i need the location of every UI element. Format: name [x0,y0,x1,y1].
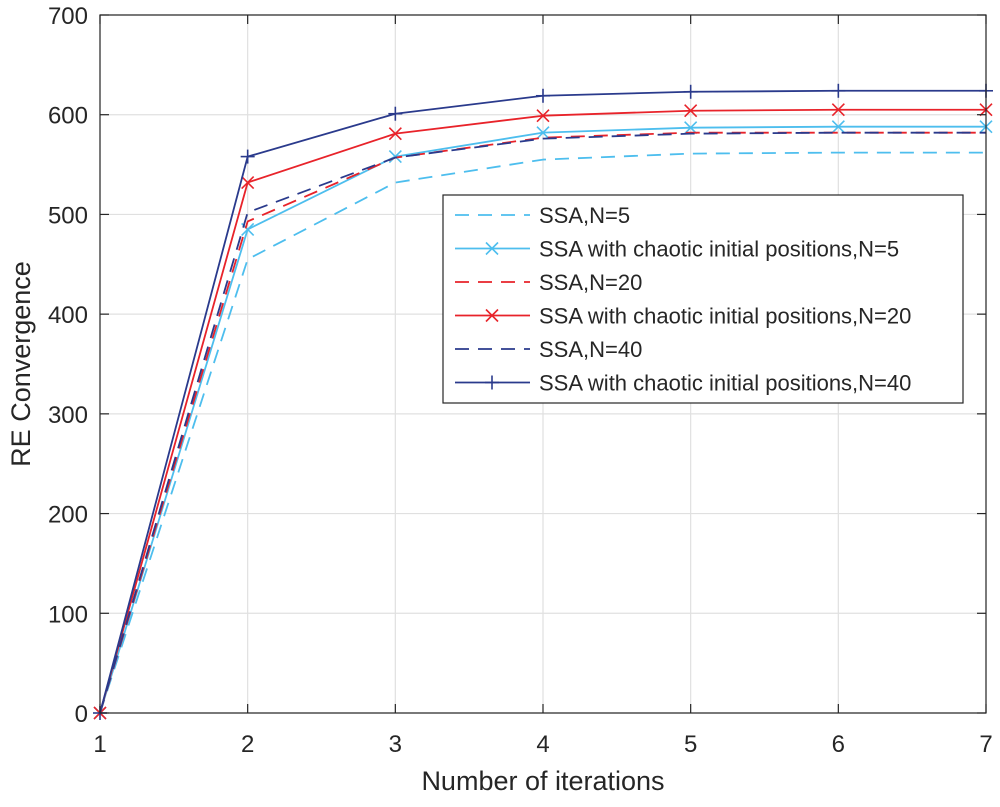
legend-marker [485,308,499,323]
series-6-point [536,88,550,103]
x-axis-title: Number of iterations [421,766,664,796]
y-tick-label: 500 [48,202,88,229]
x-tick-label: 1 [93,731,106,758]
series-4-point [536,109,550,123]
legend-marker [485,375,499,390]
series-line-5 [99,131,986,714]
series-4-point [831,103,845,117]
series-line-3 [99,131,986,714]
x-tick-label: 5 [684,731,697,758]
series-2-point [388,150,402,164]
x-tick-labels: 1 2 3 4 5 6 7 [93,731,992,758]
legend-label: SSA,N=40 [539,337,642,362]
y-tick-label: 200 [48,502,88,529]
x-tick-label: 6 [832,731,845,758]
legend-label: SSA with chaotic initial positions,N=40 [539,371,911,396]
y-tick-label: 400 [48,302,88,329]
legend-item: SSA with chaotic initial positions,N=20 [455,304,911,329]
x-tick-label: 7 [979,731,992,758]
tick-marks [99,14,987,714]
legend-box [442,194,964,404]
legend-item: SSA with chaotic initial positions,N=40 [455,371,911,396]
series-4-point [388,127,402,141]
legend-items: SSA,N=5 SSA with chaotic initial position… [455,203,911,396]
legend-marker [485,241,499,256]
legend-label: SSA with chaotic initial positions,N=20 [539,304,911,329]
series-layer [93,83,993,720]
legend-item: SSA,N=40 [455,337,642,362]
y-tick-label: 300 [48,402,88,429]
y-tick-label: 100 [48,601,88,628]
series-2-point [684,121,698,135]
series-4-point [684,104,698,118]
series-2-point [831,120,845,134]
x-tick-label: 3 [389,731,402,758]
legend-label: SSA,N=5 [539,203,630,228]
series-4-point [241,175,255,190]
legend-label: SSA with chaotic initial positions,N=5 [539,237,899,262]
y-tick-label: 700 [48,3,88,30]
y-tick-label: 600 [48,103,88,130]
series-6-point [831,83,846,98]
series-6-point [240,149,255,164]
legend: SSA,N=5 SSA with chaotic initial position… [442,194,964,404]
y-axis-title: RE Convergence [6,261,36,467]
y-tick-label: 0 [75,701,88,728]
y-tick-labels: 0 100 200 300 400 500 600 700 [48,3,88,728]
series-2-point [536,126,550,140]
series-6-point [388,106,403,121]
series-line-1 [99,151,986,714]
x-tick-label: 4 [536,731,549,758]
legend-item: SSA with chaotic initial positions,N=5 [455,237,899,262]
legend-item: SSA,N=20 [455,270,642,295]
legend-item: SSA,N=5 [455,203,630,228]
x-tick-label: 2 [241,731,254,758]
series-6-point [683,84,698,99]
legend-label: SSA,N=20 [539,270,642,295]
